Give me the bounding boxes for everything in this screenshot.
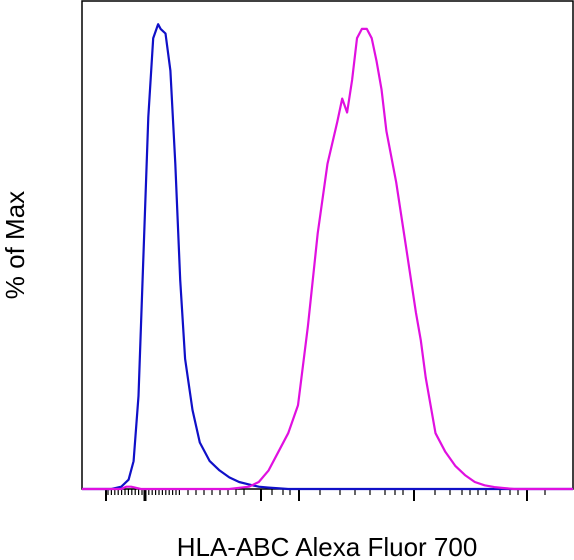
plot-area-frame [81, 0, 574, 490]
series-layer [82, 23, 573, 491]
x-axis-ticks [105, 489, 546, 501]
x-axis-label: HLA-ABC Alexa Fluor 700 [177, 532, 478, 560]
series-line-blue [82, 23, 573, 491]
series-line-magenta [82, 27, 573, 491]
y-axis-label: % of Max [0, 191, 30, 299]
